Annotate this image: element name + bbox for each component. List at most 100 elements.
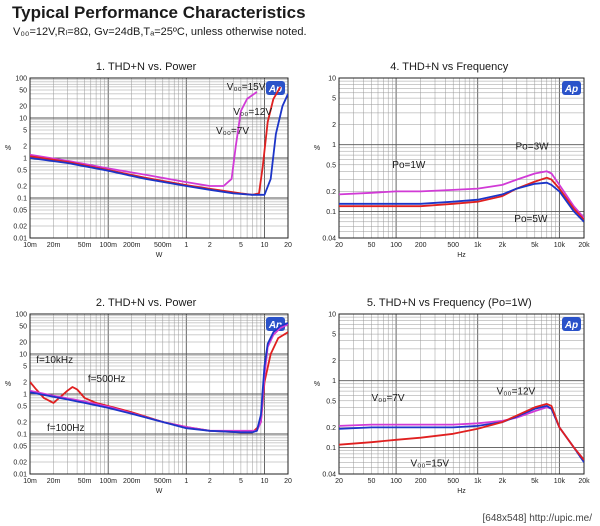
y-tick-label: 0.5	[17, 168, 27, 175]
x-axis-label: Hz	[457, 488, 466, 495]
y-tick-label: 0.02	[13, 224, 27, 231]
y-tick-label: 0.1	[17, 432, 27, 439]
y-tick-label: 20	[19, 104, 27, 111]
ap-logo-badge	[562, 317, 581, 331]
y-tick-label: 1	[332, 142, 336, 149]
ap-logo-badge	[562, 81, 581, 95]
x-tick-label: 20	[335, 478, 343, 485]
x-tick-label: 10m	[23, 242, 37, 249]
series-line-f-500hz	[30, 323, 288, 432]
x-tick-label: 1k	[474, 478, 482, 485]
ap-logo-icon: Ap	[266, 81, 285, 95]
y-tick-label: 0.1	[326, 445, 336, 452]
x-tick-label: 2	[208, 478, 212, 485]
annotation-label: V₀₀=7V	[216, 126, 249, 137]
ap-logo-icon: Ap	[562, 81, 581, 95]
y-tick-label: 100	[15, 76, 27, 83]
series-group	[339, 403, 584, 463]
y-tick-label: 0.2	[17, 184, 27, 191]
chart-thd-vs-frequency: 4. THD+N vs Frequency 20 50 100 200 500 1k 2k 5k…	[314, 61, 590, 259]
y-tick-label: 10	[19, 116, 27, 123]
y-tick-label: 0.05	[13, 208, 27, 215]
y-tick-label: 10	[328, 312, 336, 319]
annotation-label: f=500Hz	[88, 374, 126, 385]
series-group	[30, 86, 288, 196]
x-tick-label: 50m	[78, 242, 92, 249]
y-axis-label: %	[5, 145, 11, 152]
y-tick-label: 5	[332, 96, 336, 103]
x-tick-label: 100m	[99, 478, 117, 485]
ap-logo-text: Ap	[268, 320, 282, 331]
grid	[338, 77, 585, 239]
x-tick-label: 50m	[78, 478, 92, 485]
y-tick-label: 5	[23, 364, 27, 371]
x-tick-label: 100	[390, 478, 402, 485]
x-tick-label: 10k	[554, 478, 566, 485]
x-tick-label: 1k	[474, 242, 482, 249]
y-tick-label: 1	[23, 392, 27, 399]
x-tick-label: 500m	[154, 478, 172, 485]
series-line-po-1w	[339, 170, 584, 219]
series-group	[30, 322, 288, 434]
x-axis-label: W	[156, 252, 163, 259]
y-tick-label: 0.1	[326, 209, 336, 216]
plot-title: 1. THD+N vs. Power	[96, 61, 197, 73]
annotation-label: V₀₀=15V	[411, 458, 450, 469]
y-tick-label: 1	[23, 156, 27, 163]
y-tick-label: 0.5	[326, 162, 336, 169]
y-axis-label: %	[314, 381, 320, 388]
x-tick-label: 10k	[554, 242, 566, 249]
y-tick-label: 0.5	[326, 398, 336, 405]
chart-thd-vs-power-vdd: 1. THD+N vs. Power 10m 20m 50m 100m 200m 500m 1…	[5, 61, 292, 259]
plot-border	[29, 313, 289, 475]
series-line-vdd-15v	[30, 91, 258, 187]
page-subtitle: V₀₀=12V,Rₗ=8Ω, Gv=24dB,Tₐ=25ºC, unless o…	[13, 26, 307, 38]
x-tick-label: 1	[184, 242, 188, 249]
x-tick-label: 2	[208, 242, 212, 249]
ap-logo-icon: Ap	[266, 317, 285, 331]
series-group	[339, 170, 584, 223]
x-tick-label: 2k	[499, 242, 507, 249]
y-tick-label: 10	[328, 76, 336, 83]
series-line-vdd-7v	[30, 93, 288, 196]
y-tick-label: 0.05	[13, 444, 27, 451]
plot-border	[338, 313, 585, 475]
x-tick-label: 50	[368, 242, 376, 249]
x-tick-label: 20	[284, 478, 292, 485]
y-tick-label: 0.2	[17, 420, 27, 427]
x-tick-label: 500	[447, 478, 459, 485]
x-tick-label: 10m	[23, 478, 37, 485]
y-tick-label: 2	[332, 122, 336, 129]
series-line-f-100hz	[30, 322, 288, 434]
y-tick-label: 5	[332, 332, 336, 339]
x-tick-label: 20k	[578, 242, 590, 249]
y-tick-label: 0.01	[13, 472, 27, 479]
y-tick-label: 0.1	[17, 196, 27, 203]
x-tick-label: 100	[390, 242, 402, 249]
x-tick-label: 2k	[499, 478, 507, 485]
x-tick-label: 500m	[154, 242, 172, 249]
annotation-label: Po=5W	[514, 214, 548, 225]
x-tick-label: 20k	[578, 478, 590, 485]
series-line-po-5w	[339, 181, 584, 223]
page-title: Typical Performance Characteristics	[12, 3, 306, 22]
y-tick-label: 0.04	[322, 236, 336, 243]
footer-watermark: [648x548] http://upic.me/	[482, 513, 592, 524]
x-tick-label: 200m	[123, 242, 141, 249]
annotation-label: V₀₀=15V	[227, 82, 266, 93]
y-tick-label: 0.5	[17, 404, 27, 411]
annotation-label: Po=3W	[516, 141, 550, 152]
ap-logo-icon: Ap	[562, 317, 581, 331]
y-tick-label: 0.2	[326, 189, 336, 196]
x-axis-label: Hz	[457, 252, 466, 259]
x-tick-label: 200	[415, 242, 427, 249]
x-tick-label: 5	[239, 478, 243, 485]
x-tick-label: 10	[261, 478, 269, 485]
annotation-label: f=100Hz	[47, 423, 85, 434]
annotation-label: V₀₀=12V	[233, 107, 272, 118]
y-tick-label: 100	[15, 312, 27, 319]
x-tick-label: 500	[447, 242, 459, 249]
x-tick-label: 5k	[531, 478, 539, 485]
x-tick-label: 10	[261, 242, 269, 249]
x-tick-label: 1	[184, 478, 188, 485]
